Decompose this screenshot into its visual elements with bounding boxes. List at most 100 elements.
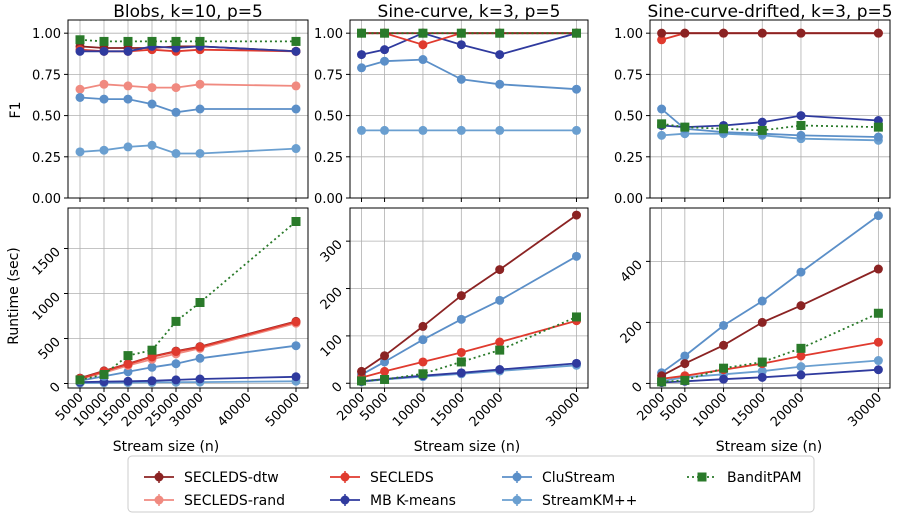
data-point <box>757 357 767 367</box>
series-streamkm- <box>357 125 581 135</box>
series-line <box>661 214 879 374</box>
legend-frame <box>127 455 815 513</box>
series-secleds-dtw <box>75 41 301 56</box>
data-point <box>123 94 133 104</box>
data-point <box>99 79 109 89</box>
axes-frame <box>649 207 891 389</box>
series-line <box>79 322 297 380</box>
xlabel-sine: Stream size (n) <box>414 439 521 455</box>
data-point <box>757 296 767 306</box>
legend-label: MB K-means <box>370 493 456 509</box>
data-point <box>75 147 85 157</box>
series-line <box>79 220 297 381</box>
series-banditpam <box>657 119 883 135</box>
data-point <box>291 372 301 382</box>
data-point <box>571 125 581 135</box>
data-point <box>171 83 181 93</box>
legend-label: SECLEDS-dtw <box>184 470 279 486</box>
data-point <box>796 370 806 380</box>
y-tick-label: 500 <box>36 335 64 363</box>
legend-marker <box>340 495 350 505</box>
data-point <box>195 298 205 307</box>
data-point <box>418 40 428 50</box>
data-point <box>796 120 806 130</box>
data-point <box>147 345 157 355</box>
data-point <box>719 363 729 373</box>
series-banditpam <box>75 35 301 46</box>
data-point <box>291 317 301 327</box>
legend: SECLEDS-dtw SECLEDS-rand SECLEDS MB K-means… <box>127 455 815 513</box>
data-point <box>99 36 109 46</box>
data-point <box>495 295 505 305</box>
data-point <box>418 321 428 331</box>
legend-marker <box>512 495 522 505</box>
series-streamkm- <box>357 360 581 387</box>
data-point <box>99 370 109 379</box>
data-point <box>657 104 667 114</box>
data-point <box>357 366 367 376</box>
axes-frame <box>349 207 589 389</box>
legend-label: BanditPAM <box>727 470 802 486</box>
data-point <box>456 125 466 135</box>
data-point <box>873 365 883 375</box>
data-point <box>796 130 806 140</box>
legend-item-streamkm-: StreamKM++ <box>502 493 637 509</box>
y-tick-label: 1.00 <box>32 27 61 42</box>
panel-title: Sine-curve, k=3, p=5 <box>378 2 561 22</box>
data-point <box>147 36 157 46</box>
legend-marker <box>697 472 707 482</box>
data-point <box>571 251 581 261</box>
series-clustream <box>75 92 301 117</box>
series-mb-k-means <box>357 358 581 386</box>
legend-marker <box>340 472 350 482</box>
axes-frame <box>67 19 309 199</box>
data-point <box>456 291 466 301</box>
data-point <box>456 74 466 84</box>
data-point <box>291 144 301 154</box>
y-tick-label: 200 <box>618 319 646 347</box>
data-point <box>99 46 109 56</box>
data-point <box>147 362 157 372</box>
data-point <box>418 369 428 379</box>
data-point <box>147 99 157 109</box>
legend-item-banditpam: BanditPAM <box>687 470 802 486</box>
data-point <box>571 84 581 94</box>
x-tick-label: 15000 <box>428 390 468 430</box>
data-point <box>357 28 367 38</box>
data-point <box>418 357 428 367</box>
y-tick-label: 100 <box>318 332 346 360</box>
data-point <box>418 125 428 135</box>
data-point <box>171 359 181 369</box>
series-line <box>661 359 879 382</box>
panel-title: Blobs, k=10, p=5 <box>113 2 263 22</box>
series-clustream <box>657 211 883 378</box>
series-clustream <box>357 55 581 94</box>
data-point <box>796 343 806 353</box>
y-tick-label: 0.25 <box>314 151 343 166</box>
data-point <box>719 320 729 330</box>
data-point <box>123 359 133 369</box>
data-point <box>456 368 466 378</box>
data-point <box>147 83 157 93</box>
data-point <box>571 312 581 322</box>
y-tick-label: 0.25 <box>32 151 61 166</box>
data-point <box>456 357 466 367</box>
data-point <box>719 340 729 350</box>
series-banditpam <box>357 28 581 38</box>
legend-label: StreamKM++ <box>542 493 637 509</box>
y-tick-label: 0.00 <box>32 192 61 207</box>
data-point <box>495 50 505 60</box>
y-tick-label: 1000 <box>30 290 64 324</box>
data-point <box>291 46 301 56</box>
data-point <box>796 111 806 121</box>
data-point <box>680 28 690 38</box>
data-point <box>456 28 466 38</box>
legend-marker <box>512 472 522 482</box>
data-point <box>873 122 883 132</box>
data-point <box>380 351 390 361</box>
series-line <box>360 214 578 373</box>
data-point <box>571 358 581 368</box>
legend-marker <box>154 472 164 482</box>
y-tick-label: 0 <box>329 379 345 395</box>
